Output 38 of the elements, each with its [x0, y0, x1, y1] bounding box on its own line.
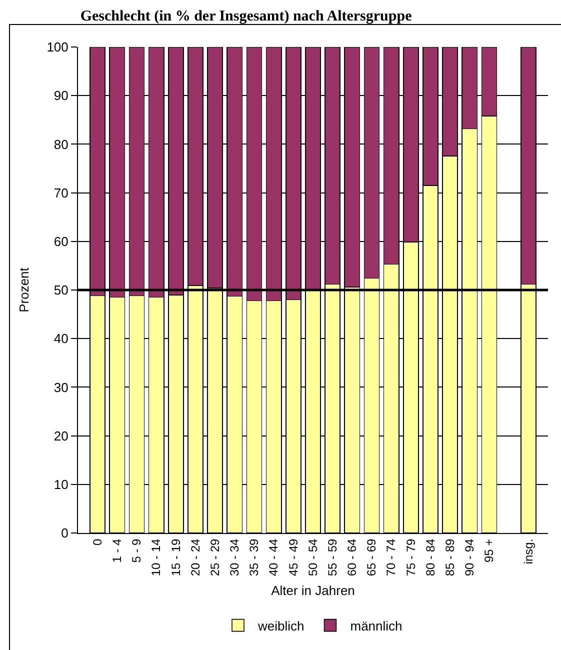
x-tick-label: 85 - 89: [442, 538, 457, 576]
x-tick-label: 90 - 94: [462, 538, 477, 576]
y-tick-label: 70: [54, 185, 68, 200]
x-tick-label: 5 - 9: [130, 538, 144, 563]
chart-title: Geschlecht (in % der Insgesamt) nach Altersgruppe: [80, 8, 412, 24]
x-tick-label: 30 - 34: [228, 538, 242, 576]
legend-label: männlich: [350, 618, 402, 634]
x-tick-label: 20 - 24: [188, 538, 202, 576]
y-axis-title: Prozent: [16, 267, 32, 312]
x-tick-label: 40 - 44: [266, 538, 281, 576]
x-tick-label: 75 - 79: [404, 538, 418, 576]
y-tick-label: 0: [61, 526, 68, 541]
y-tick-label: 90: [54, 88, 68, 104]
y-tick-label: 60: [54, 234, 68, 249]
y-tick-label: 100: [46, 40, 68, 55]
x-tick-label: 1 - 4: [110, 538, 124, 563]
x-tick-label: insg.: [521, 538, 536, 564]
x-tick-label: 95 +: [482, 538, 496, 563]
y-tick-label: 40: [54, 331, 68, 346]
x-tick-label: 50 - 54: [306, 538, 320, 576]
x-tick-label: 15 - 19: [168, 538, 183, 576]
y-tick-label: 80: [54, 136, 68, 152]
x-tick-label: 80 - 84: [423, 538, 438, 576]
x-tick-label: 35 - 39: [247, 538, 262, 576]
x-tick-label: 0: [90, 538, 104, 546]
x-tick-label: 10 - 14: [149, 538, 164, 576]
legend-label: weiblich: [257, 618, 304, 634]
y-tick-label: 10: [54, 476, 68, 492]
x-tick-label: 55 - 59: [325, 538, 340, 576]
x-tick-label: 25 - 29: [208, 538, 222, 576]
x-tick-label: 45 - 49: [286, 538, 300, 576]
y-tick-label: 50: [54, 282, 68, 298]
y-tick-label: 30: [54, 380, 68, 395]
x-tick-label: 65 - 69: [364, 538, 379, 576]
x-axis-title: Alter in Jahren: [271, 582, 355, 598]
x-tick-label: 60 - 64: [345, 538, 360, 576]
x-tick-label: 70 - 74: [384, 538, 398, 576]
y-tick-label: 20: [54, 428, 68, 444]
